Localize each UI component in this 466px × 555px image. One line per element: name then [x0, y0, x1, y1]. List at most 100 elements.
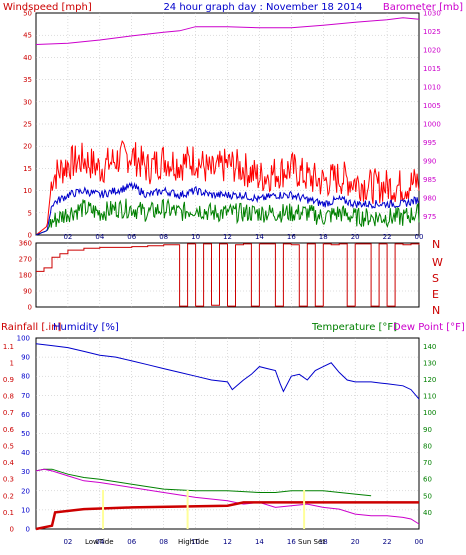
x-tick-label: 16	[287, 233, 296, 241]
x-tick-label: 10	[191, 538, 200, 546]
wind-tick-label: 40	[23, 54, 32, 62]
rain-axis-title: Rainfall [.in]	[1, 322, 62, 333]
direction-tick-label: 0	[28, 304, 32, 312]
direction-tick-label: 360	[19, 240, 32, 248]
wind-tick-label: 50	[23, 10, 32, 18]
compass-label-s: S	[432, 272, 439, 285]
humidity-axis-title: Humidity [%]	[53, 322, 119, 333]
humidity-tick-label: 100	[17, 335, 30, 343]
temperature-tick-label: 100	[423, 409, 436, 417]
barometer-axis-title: Barometer [mb]	[383, 2, 463, 13]
rain-tick-label: 0.3	[3, 476, 14, 484]
x-tick-label: 14	[255, 233, 264, 241]
wind-tick-label: 0	[28, 232, 32, 240]
compass-label-e: E	[432, 288, 439, 301]
temperature-tick-label: 40	[423, 509, 432, 517]
wind-tick-label: 10	[23, 187, 32, 195]
temperature-tick-label: 50	[423, 492, 432, 500]
rain-tick-label: 0.9	[3, 376, 14, 384]
rain-tick-label: 1	[10, 359, 14, 367]
x-tick-label: 22	[383, 538, 392, 546]
x-tick-label: 14	[255, 538, 264, 546]
temperature-tick-label: 90	[423, 426, 432, 434]
temperature-tick-label: 70	[423, 459, 432, 467]
x-tick-label: 10	[191, 233, 200, 241]
x-tick-label: 00	[415, 538, 424, 546]
temperature-tick-label: 120	[423, 376, 436, 384]
lowtide-label: LowTide	[85, 538, 114, 546]
barometer-tick-label: 985	[423, 176, 436, 184]
data-series	[35, 17, 420, 531]
humidity-tick-label: 20	[21, 487, 30, 495]
rain-tick-label: 0.1	[3, 509, 14, 517]
x-tick-label: 12	[223, 233, 232, 241]
humidity-tick-label: 30	[21, 468, 30, 476]
rainfall-series	[35, 501, 419, 531]
barometer-tick-label: 1020	[423, 47, 441, 55]
x-tick-label: 20	[351, 538, 360, 546]
barometer-tick-label: 980	[423, 195, 436, 203]
humidity-tick-label: 70	[21, 392, 30, 400]
temperature-tick-label: 60	[423, 476, 432, 484]
humidity-series	[35, 343, 420, 400]
temperature-tick-label: 110	[423, 393, 436, 401]
rain-tick-label: 0.7	[3, 409, 14, 417]
rain-tick-label: 0.5	[3, 442, 14, 450]
wind-tick-label: 25	[23, 121, 32, 129]
direction-tick-label: 180	[19, 272, 32, 280]
humidity-tick-label: 0	[26, 526, 30, 534]
wind-gust-series	[35, 139, 420, 236]
wind-tick-label: 35	[23, 76, 32, 84]
barometer-tick-label: 990	[423, 158, 436, 166]
x-tick-label: 08	[159, 233, 168, 241]
temperature-tick-label: 140	[423, 343, 436, 351]
x-tick-label: 18	[319, 233, 328, 241]
wind-average-series	[35, 181, 420, 236]
gridlines	[36, 13, 419, 529]
wind-minimum-series	[35, 198, 420, 236]
barometer-tick-label: 1030	[423, 10, 441, 18]
x-tick-label: 18	[319, 538, 328, 546]
temperature-axis-title: Temperature [°F]	[311, 322, 397, 333]
x-tick-label: 06	[127, 233, 136, 241]
compass-label-n-bottom: N	[432, 304, 440, 317]
rain-tick-label: 0.2	[3, 492, 14, 500]
x-tick-label: 02	[63, 233, 72, 241]
rain-tick-label: 1.1	[3, 343, 14, 351]
x-tick-label: 06	[127, 538, 136, 546]
temperature-series	[35, 468, 372, 497]
humidity-tick-label: 50	[21, 430, 30, 438]
sunset-label: Sun Set	[298, 538, 325, 546]
wind-tick-label: 45	[23, 32, 32, 40]
humidity-tick-label: 90	[21, 354, 30, 362]
wind-tick-label: 20	[23, 143, 32, 151]
barometer-tick-label: 1000	[423, 121, 441, 129]
humidity-tick-label: 40	[21, 449, 30, 457]
compass-label-n-top: N	[432, 238, 440, 251]
chart-title: 24 hour graph day : November 18 2014	[163, 2, 362, 13]
x-tick-label: 02	[63, 538, 72, 546]
temperature-tick-label: 80	[423, 442, 432, 450]
humidity-tick-label: 10	[21, 506, 30, 514]
x-tick-label: 20	[351, 233, 360, 241]
axis-tick-labels: 0202040406060808101012121414161618182020…	[3, 10, 441, 547]
barometer-tick-label: 975	[423, 213, 436, 221]
wind-direction-series	[36, 243, 420, 307]
wind-tick-label: 5	[28, 209, 32, 217]
wind-tick-label: 15	[23, 165, 32, 173]
compass-label-w: W	[432, 256, 443, 269]
wind-tick-label: 30	[23, 98, 32, 106]
barometer-tick-label: 1010	[423, 84, 441, 92]
x-tick-label: 00	[415, 233, 424, 241]
rain-tick-label: 0	[10, 526, 14, 534]
hightide-label: HighTide	[178, 538, 209, 546]
humidity-tick-label: 60	[21, 411, 30, 419]
x-tick-label: 08	[159, 538, 168, 546]
dewpoint-axis-title: Dew Point [°F]	[393, 322, 465, 333]
wind-axis-title: Windspeed [mph]	[3, 2, 92, 13]
humidity-tick-label: 80	[21, 373, 30, 381]
barometer-tick-label: 1025	[423, 28, 441, 36]
barometer-tick-label: 1005	[423, 102, 441, 110]
